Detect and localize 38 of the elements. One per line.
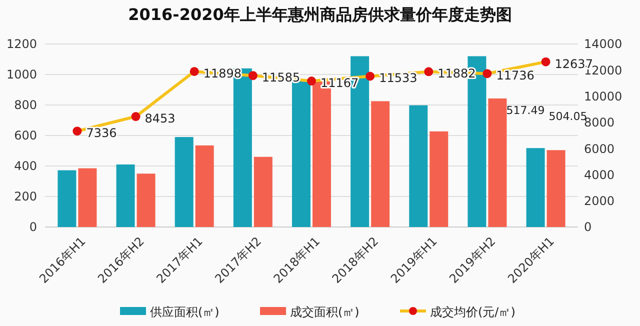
bar — [136, 174, 156, 227]
data-label: 517.49 — [506, 104, 545, 118]
bar — [116, 164, 135, 227]
data-label: 11533 — [379, 71, 418, 86]
bar — [195, 145, 214, 227]
y2-tick-label: 0 — [584, 220, 592, 234]
y2-tick-label: 6000 — [584, 142, 615, 156]
y-tick-label: 0 — [29, 220, 37, 234]
y2-tick-label: 14000 — [584, 37, 622, 52]
y2-tick-label: 10000 — [584, 89, 622, 104]
bar — [58, 170, 76, 227]
y-tick-label: 600 — [14, 128, 37, 143]
data-label: 8453 — [144, 112, 176, 126]
bar — [430, 131, 448, 227]
bar — [254, 156, 272, 227]
y2-tick-label: 2000 — [584, 194, 615, 208]
y2-tick-label: 4000 — [584, 168, 615, 182]
data-label: 11882 — [438, 66, 476, 81]
bar — [371, 101, 390, 227]
legend-label: 成交均价(元/㎡) — [430, 305, 516, 319]
y-tick-label: 1000 — [6, 68, 37, 82]
y-tick-label: 1200 — [6, 37, 37, 52]
bar — [409, 105, 428, 227]
bar — [546, 150, 566, 227]
data-label: 7336 — [86, 126, 117, 140]
legend-label: 成交面积(㎡) — [290, 305, 360, 319]
bar — [292, 80, 310, 227]
y-tick-label: 400 — [14, 159, 37, 174]
data-label: 11585 — [262, 70, 300, 85]
bar — [488, 98, 507, 227]
y-tick-label: 200 — [14, 190, 37, 204]
legend-label: 供应面积(㎡) — [150, 305, 220, 319]
bar — [78, 168, 97, 227]
chart-title: 2016-2020年上半年惠州商品房供求量价年度走势图 — [128, 5, 512, 24]
data-label: 11736 — [496, 68, 534, 83]
y-tick-label: 800 — [14, 98, 37, 112]
bar — [526, 148, 545, 227]
bar — [174, 137, 194, 227]
